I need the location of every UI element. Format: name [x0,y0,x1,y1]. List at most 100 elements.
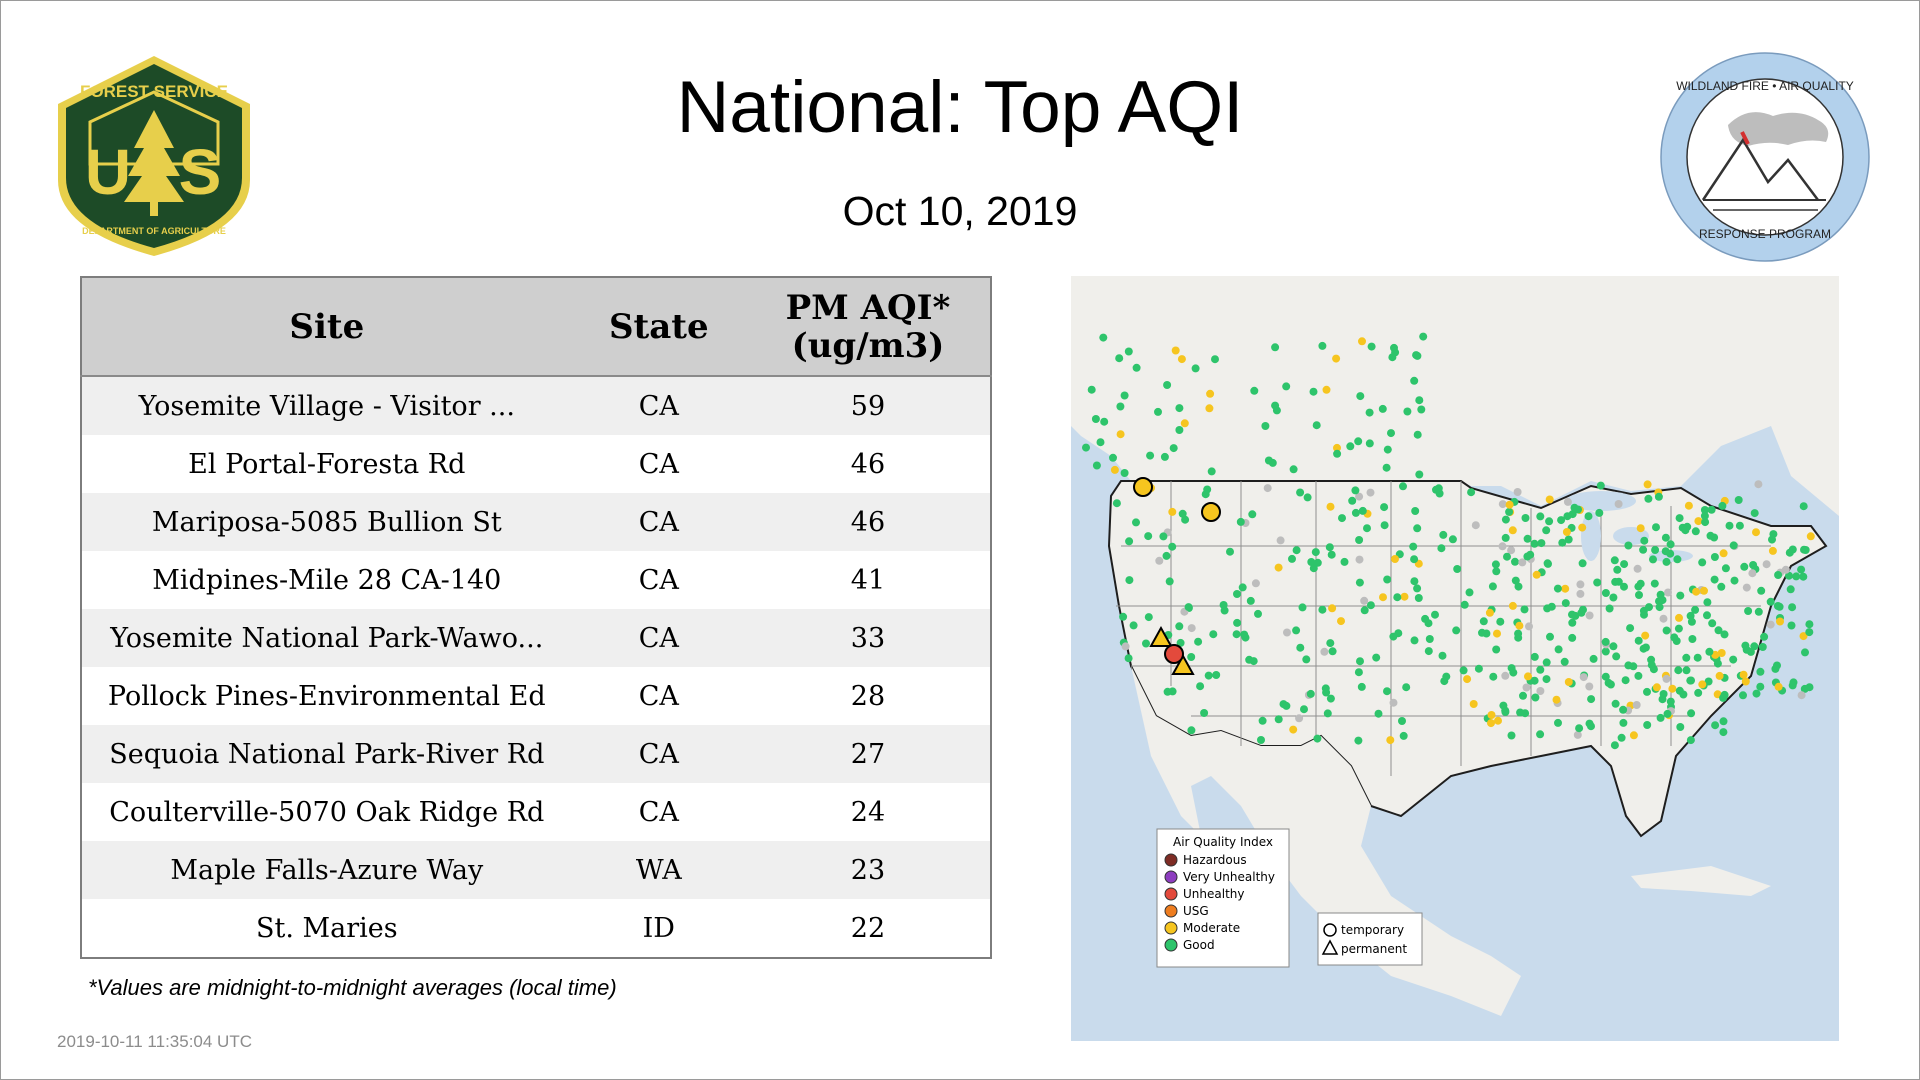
column-header-site: Site [81,277,572,377]
site-marker [1365,408,1374,417]
site-marker [1424,647,1433,656]
site-marker [1596,481,1605,490]
usfs-top-text: FOREST SERVICE [80,82,228,101]
site-marker [1309,387,1318,396]
site-marker [1536,512,1545,521]
table-row: St. Maries ID 22 [81,899,991,958]
site-marker [1720,630,1729,639]
site-marker [1340,557,1349,566]
site-marker [1624,541,1633,550]
site-marker [1568,618,1577,627]
site-marker [1604,678,1613,687]
site-marker [1742,645,1751,654]
site-marker [1674,624,1683,633]
site-marker [1553,584,1562,593]
site-marker [1419,332,1428,341]
site-marker [1337,617,1345,626]
site-marker [1700,506,1709,514]
site-marker [1491,560,1500,569]
site-marker [1413,430,1422,439]
legend-label: Unhealthy [1183,887,1244,901]
site-marker [1351,486,1360,495]
footnote: *Values are midnight-to-midnight average… [88,975,617,1000]
site-marker [1713,659,1722,668]
site-marker [1313,734,1322,743]
site-marker [1774,682,1783,691]
site-marker [1508,601,1517,610]
site-marker [1425,635,1434,643]
site-marker [1479,617,1488,626]
site-marker [1160,452,1169,461]
site-marker [1536,665,1545,674]
site-marker [1383,687,1391,696]
site-marker [1579,605,1587,614]
site-marker [1662,674,1671,683]
site-marker [1200,709,1209,717]
site-marker [1424,619,1433,628]
site-marker [1124,347,1133,356]
site-marker [1578,559,1587,568]
site-marker [1178,509,1187,518]
site-marker [1279,700,1288,709]
site-marker [1511,557,1519,566]
site-marker [1686,736,1695,745]
table-row: Midpines-Mile 28 CA-140 CA 41 [81,551,991,609]
site-marker [1132,363,1141,372]
site-marker [1509,668,1518,677]
site-marker [1204,671,1213,680]
site-marker [1554,718,1562,727]
site-marker [1452,626,1461,635]
site-marker [1619,718,1628,727]
site-marker [1386,736,1395,745]
site-marker [1799,632,1808,641]
site-cell: Maple Falls-Azure Way [81,841,572,899]
report-date: Oct 10, 2019 [842,188,1078,234]
site-marker [1564,678,1573,686]
site-marker [1619,705,1628,714]
site-marker [1320,647,1329,656]
site-marker [1348,496,1357,505]
site-marker [1400,592,1409,601]
site-marker [1144,532,1153,541]
page-title: National: Top AQI [676,67,1244,148]
site-marker [1296,643,1305,652]
site-marker [1411,507,1420,515]
state-cell: CA [571,667,746,725]
site-cell: El Portal-Foresta Rd [81,435,572,493]
site-marker [1437,544,1446,553]
site-marker [1532,570,1541,579]
site-marker [1489,672,1498,681]
state-cell: CA [571,725,746,783]
site-marker [1144,613,1153,622]
site-marker [1760,632,1769,641]
site-marker [1487,719,1495,728]
site-marker [1379,593,1387,602]
site-marker [1703,611,1711,620]
site-marker [1263,484,1272,493]
site-marker [1560,657,1569,666]
site-marker [1698,558,1707,567]
site-marker [1366,488,1375,497]
site-marker [1511,576,1520,585]
us-land [1107,480,1828,838]
site-marker [1096,438,1105,447]
site-marker [1471,521,1480,530]
table-row: Yosemite National Park-Wawo... CA 33 [81,609,991,667]
site-marker [1700,511,1709,520]
site-marker [1710,533,1719,542]
site-marker [1351,508,1360,517]
site-marker [1124,654,1133,663]
site-marker [1410,555,1419,564]
site-marker [1132,518,1140,527]
site-marker [1333,443,1341,452]
site-marker [1503,552,1511,561]
aqi-legend: Air Quality Index Hazardous Very Unhealth… [1156,828,1290,968]
top-aqi-table: Site State PM AQI* (ug/m3) Yosemite Vill… [80,276,992,959]
legend-label: Hazardous [1183,853,1247,867]
site-marker [1248,510,1257,519]
site-marker [1626,624,1635,633]
site-marker [1752,528,1760,537]
generated-timestamp: 2019-10-11 11:35:04 UTC [57,1032,252,1051]
site-marker [1781,565,1790,574]
site-marker [1524,672,1532,681]
